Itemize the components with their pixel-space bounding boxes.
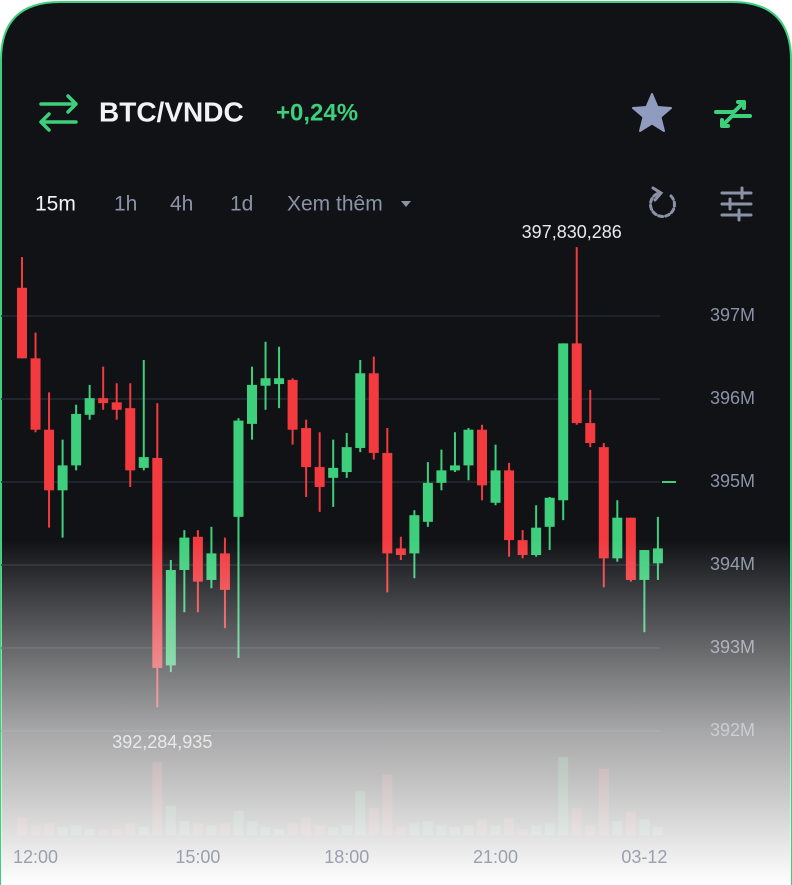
x-tick-label: 12:00 — [13, 847, 58, 867]
candle-body — [314, 467, 325, 487]
refresh-icon[interactable] — [649, 186, 676, 218]
pair-name[interactable]: BTC/VNDC — [99, 96, 244, 127]
candle-body — [301, 428, 312, 468]
candle-body — [57, 465, 68, 491]
candle-body — [138, 457, 149, 468]
candle-body — [71, 413, 82, 466]
candle-body — [490, 470, 501, 503]
x-tick-label: 15:00 — [175, 847, 220, 867]
candle-body — [585, 423, 596, 443]
candle-body — [233, 420, 244, 517]
timeframe-tabs: 15m 1h 4h 1d Xem thêm — [35, 193, 383, 216]
candle-body — [571, 343, 582, 424]
timeframe-tab[interactable]: 4h — [170, 193, 193, 216]
candle-body — [409, 515, 420, 554]
timeframe-tab[interactable]: 1h — [114, 193, 137, 216]
extreme-price-label: 397,830,286 — [522, 222, 622, 242]
candle-body — [341, 447, 352, 473]
candle-body — [111, 402, 122, 410]
candle-body — [368, 373, 379, 453]
timeframe-tab[interactable]: 1d — [230, 193, 253, 216]
y-tick-label: 395M — [710, 471, 755, 491]
candle-body — [247, 384, 258, 424]
candle-body — [558, 343, 569, 501]
candle-body — [463, 429, 474, 466]
candle-body — [477, 429, 488, 486]
candle-body — [98, 398, 109, 404]
y-tick-label: 397M — [710, 305, 755, 325]
candle-body — [30, 358, 41, 430]
price-change: +0,24% — [276, 99, 358, 126]
x-axis: 12:00 15:00 18:00 21:00 03-12 — [13, 847, 667, 867]
x-tick-label: 21:00 — [473, 847, 518, 867]
candle-body — [449, 465, 460, 471]
timeframe-tab[interactable]: 15m — [35, 193, 76, 216]
candle-body — [612, 517, 623, 559]
pair-switch-icon[interactable] — [39, 94, 78, 132]
candle-body — [436, 470, 447, 483]
candle-body — [287, 379, 298, 430]
swap-icon[interactable] — [714, 100, 752, 128]
y-tick-label: 396M — [710, 388, 755, 408]
candle-body — [84, 398, 95, 415]
x-tick-label: 03-12 — [621, 847, 667, 867]
candle-body — [504, 470, 515, 541]
candle-body — [125, 408, 136, 471]
candle-body — [355, 373, 366, 448]
settings-icon[interactable] — [720, 186, 753, 222]
candle-body — [544, 497, 555, 527]
candle-body — [328, 467, 339, 478]
candle-body — [382, 452, 393, 554]
dropdown-caret[interactable] — [401, 201, 411, 207]
fade-overlay — [1, 540, 791, 885]
x-tick-label: 18:00 — [324, 847, 369, 867]
timeframe-tab[interactable]: Xem thêm — [287, 193, 383, 216]
candle-body — [274, 378, 285, 385]
candle-body — [17, 287, 27, 359]
candle-body — [598, 447, 609, 559]
candle-body — [422, 482, 433, 522]
favorite-star[interactable] — [632, 93, 672, 132]
candle-body — [260, 378, 271, 386]
candle-body — [44, 429, 55, 491]
